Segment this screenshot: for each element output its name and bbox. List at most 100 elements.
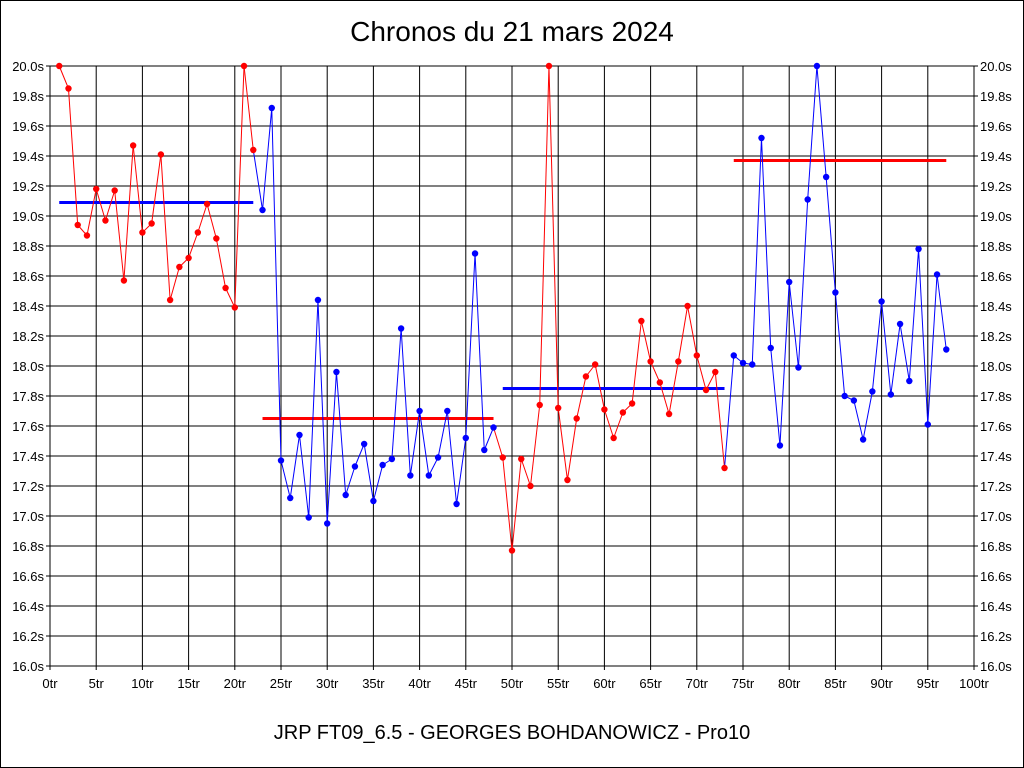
series-segment [502,457,513,551]
x-tick-label: 45tr [455,676,478,691]
x-tick-label: 80tr [778,676,801,691]
series-segment [280,460,291,499]
data-point [65,85,72,92]
data-point [250,146,257,154]
x-tick-label: 85tr [824,676,847,691]
series-segment [687,305,698,356]
data-point [425,472,433,479]
y-tick-label-right: 19.2s [980,179,1012,194]
series-segment [724,355,735,469]
data-point [619,409,627,416]
data-point [601,406,608,413]
y-tick-label-right: 16.0s [980,659,1012,674]
chart-title: Chronos du 21 mars 2024 [350,16,674,47]
data-point [693,352,700,359]
data-point [878,298,885,305]
data-point [776,442,784,449]
series-segment [871,301,883,392]
series-segment [825,176,836,293]
series-segment [779,281,790,446]
y-tick-label-right: 18.4s [980,299,1012,314]
y-tick-label-right: 19.4s [980,149,1012,164]
data-point [324,520,331,527]
data-point [859,436,867,443]
data-point [869,388,876,395]
x-tick-label: 70tr [686,676,709,691]
data-point [166,296,174,304]
series-segment [308,299,319,518]
data-point [656,379,664,386]
x-tick-label: 25tr [270,676,293,691]
data-point [444,407,451,415]
data-point [194,229,202,236]
data-point [259,206,266,214]
series-segment [853,400,864,440]
y-tick-label-left: 16.2s [12,629,44,644]
data-point [730,352,737,359]
data-point [795,364,802,371]
series-segment [594,364,605,410]
data-point [74,221,81,229]
series-segment [566,418,578,481]
data-point [471,250,479,257]
y-tick-label-right: 17.8s [980,389,1012,404]
y-tick-label-right: 18.2s [980,329,1012,344]
data-point [342,491,349,499]
series-segment [225,287,236,308]
series-segment [428,457,439,476]
data-point [333,368,340,376]
data-point [453,500,460,508]
series-segment [437,410,448,458]
y-tick-label-left: 18.8s [12,239,44,254]
data-point [518,455,525,463]
data-point [822,173,830,181]
x-tick-label: 60tr [593,676,616,691]
y-tick-label-left: 18.6s [12,269,44,284]
series-segment [363,443,374,502]
data-point [388,455,396,463]
data-point [379,461,386,469]
data-point [129,142,137,149]
y-tick-label-left: 16.0s [12,659,44,674]
series-segment [640,320,652,362]
data-point [915,245,922,253]
y-tick-label-left: 19.4s [12,149,44,164]
data-point [896,320,904,328]
data-point [813,62,821,70]
series-segment [104,190,116,221]
data-point [102,217,109,224]
data-point [462,434,469,442]
data-point [758,134,765,142]
data-point [786,278,793,286]
series-segment [114,190,125,281]
data-point [850,397,858,404]
series-segment [234,65,245,308]
data-point [93,185,100,193]
series-segment [317,299,328,524]
y-tick-label-right: 16.6s [980,569,1012,584]
series-segment [714,371,726,469]
y-tick-label-left: 17.6s [12,419,44,434]
data-point [712,368,719,376]
y-tick-label-right: 19.6s [980,119,1012,134]
series-segment [345,466,356,496]
series-segment [95,188,106,221]
data-point [610,434,617,442]
data-point [924,421,931,428]
y-tick-label-right: 17.6s [980,419,1012,434]
data-point [638,317,645,325]
data-point [240,62,248,70]
series-segment [493,427,504,458]
series-segment [298,434,310,518]
series-segment [807,65,818,200]
series-segment [400,328,411,476]
series-segment [289,434,300,499]
series-segment [132,145,143,233]
x-tick-label: 15tr [177,676,200,691]
data-point [841,392,848,400]
x-tick-label: 5tr [89,676,105,691]
y-tick-label-left: 17.8s [12,389,44,404]
series-segment [557,407,568,481]
plot-border [49,65,975,667]
